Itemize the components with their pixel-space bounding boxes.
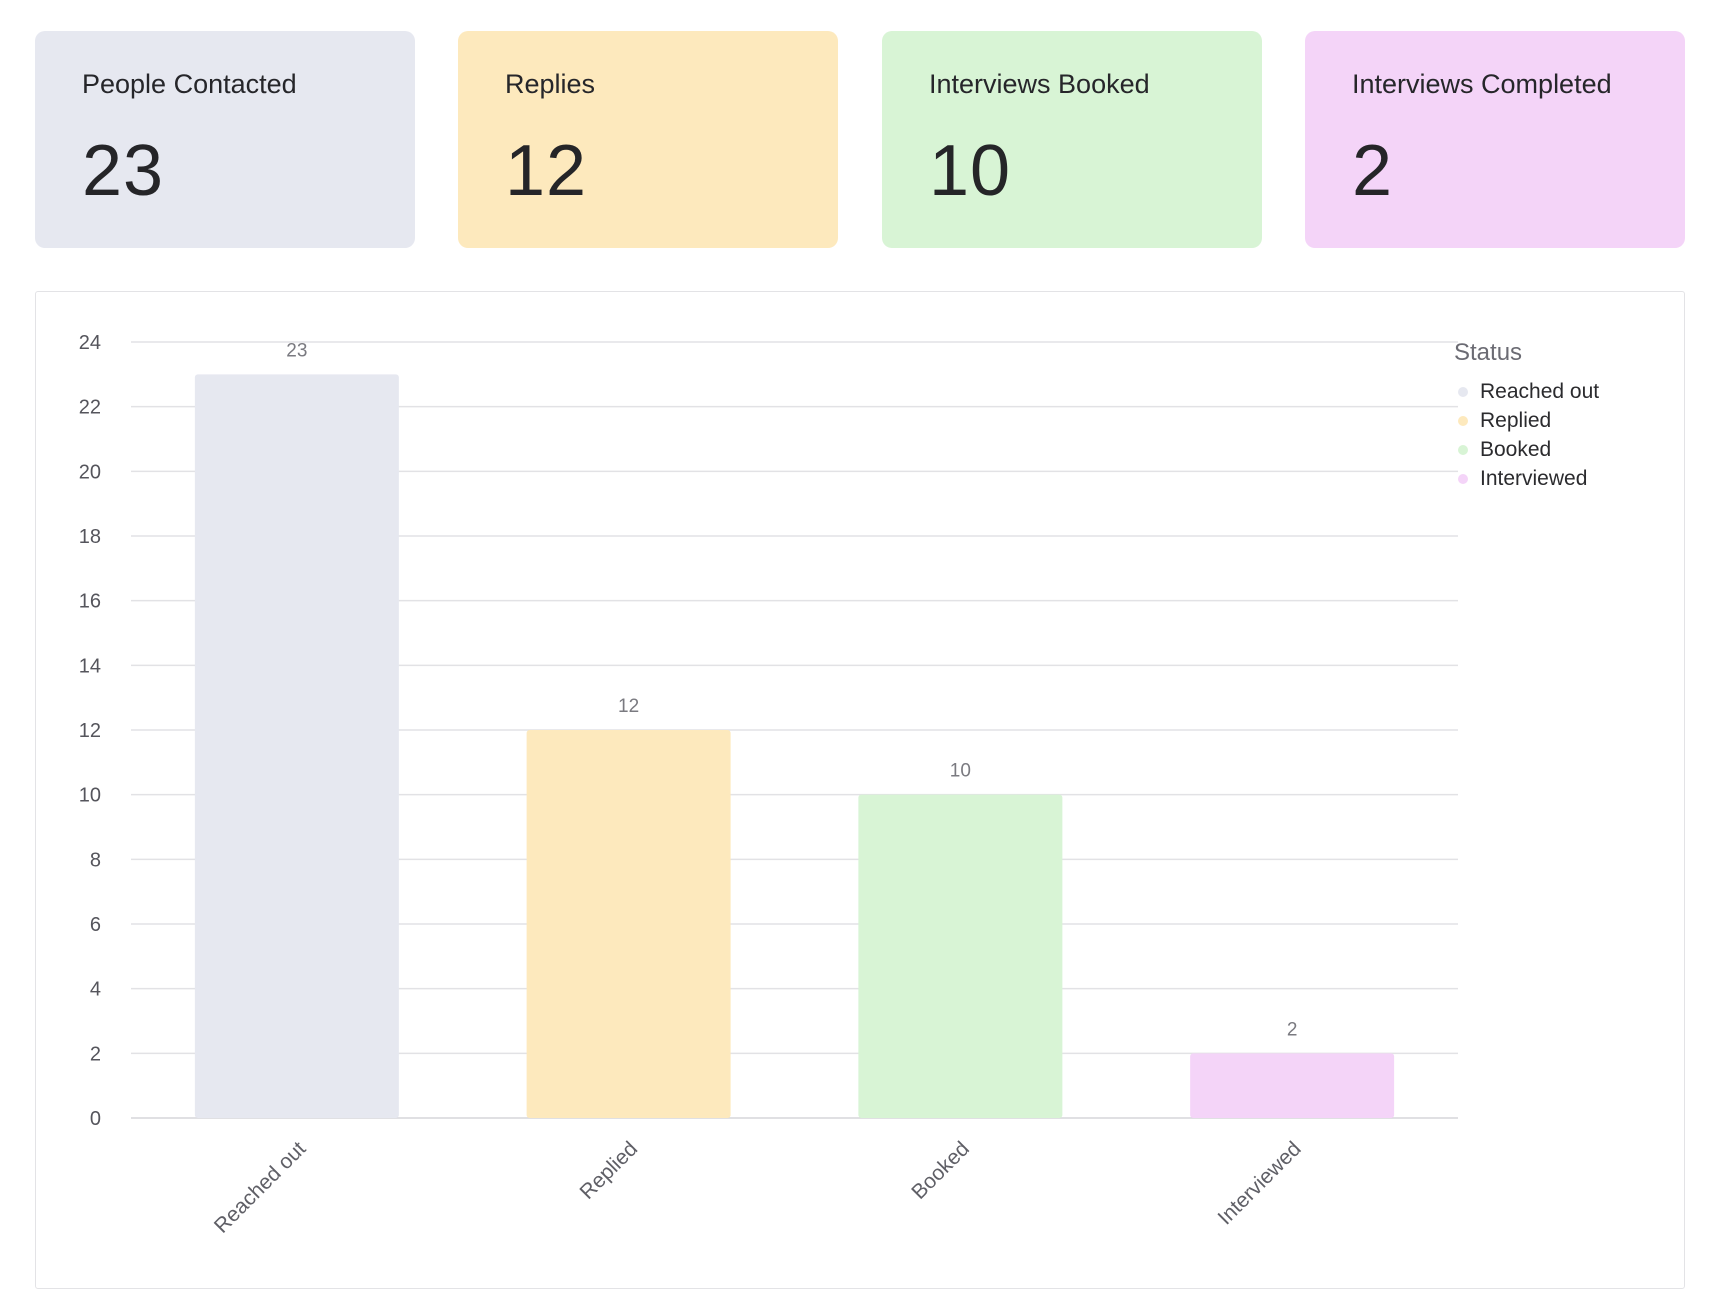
legend-item-label: Interviewed [1480,467,1588,490]
legend-item-reached-out[interactable]: Reached out [1454,377,1674,406]
stat-card-value: 10 [929,131,1012,211]
y-tick-label: 14 [79,655,101,677]
legend-title: Status [1454,339,1523,366]
y-tick-label: 4 [90,979,101,1001]
y-tick-label: 20 [79,461,101,483]
legend-dot-icon [1458,474,1468,484]
bar [1190,1053,1395,1118]
stat-card-replies: Replies 12 [458,31,838,248]
legend-item-label: Reached out [1480,380,1600,403]
bar [194,374,399,1118]
y-tick-label: 8 [90,849,101,871]
data-label: 12 [618,696,639,717]
stat-card-title: People Contacted [82,69,297,99]
legend-item-interviewed[interactable]: Interviewed [1454,464,1674,493]
stat-card-interviews-booked: Interviews Booked 10 [882,31,1262,248]
x-tick-label: Replied [576,1137,643,1204]
stat-card-title: Interviews Completed [1352,69,1612,99]
stat-card-value: 12 [505,131,588,211]
legend-item-replied[interactable]: Replied [1454,406,1674,435]
data-label: 23 [286,340,307,361]
x-tick-label: Booked [907,1137,974,1204]
legend-item-label: Replied [1480,409,1552,432]
legend-dot-icon [1458,387,1468,397]
legend-item-label: Booked [1480,438,1552,461]
y-tick-label: 18 [79,526,101,548]
y-tick-label: 12 [79,720,101,742]
y-tick-label: 22 [79,397,101,419]
y-tick-label: 0 [90,1108,101,1130]
legend-item-booked[interactable]: Booked [1454,435,1674,464]
y-tick-label: 2 [90,1043,101,1065]
x-tick-label: Reached out [210,1137,311,1238]
legend-dot-icon [1458,445,1468,455]
stat-card-value: 23 [82,131,165,211]
x-tick-label: Interviewed [1213,1137,1305,1229]
bar [858,794,1063,1118]
y-tick-label: 24 [79,332,101,354]
stat-card-value: 2 [1352,131,1394,211]
stat-card-title: Replies [505,69,596,99]
legend-dot-icon [1458,416,1468,426]
data-label: 2 [1287,1019,1298,1040]
y-tick-label: 16 [79,591,101,613]
y-tick-label: 6 [90,914,101,936]
stat-card-people-contacted: People Contacted 23 [35,31,415,248]
data-label: 10 [950,761,971,782]
stat-card-title: Interviews Booked [929,69,1150,99]
bar [526,730,731,1118]
stat-card-interviews-completed: Interviews Completed 2 [1305,31,1685,248]
summary-cards: People Contacted 23 Replies 12 Interview… [35,31,1685,248]
chart-legend: Status Reached out Replied Booked Interv… [1454,338,1674,493]
y-tick-label: 10 [79,785,101,807]
